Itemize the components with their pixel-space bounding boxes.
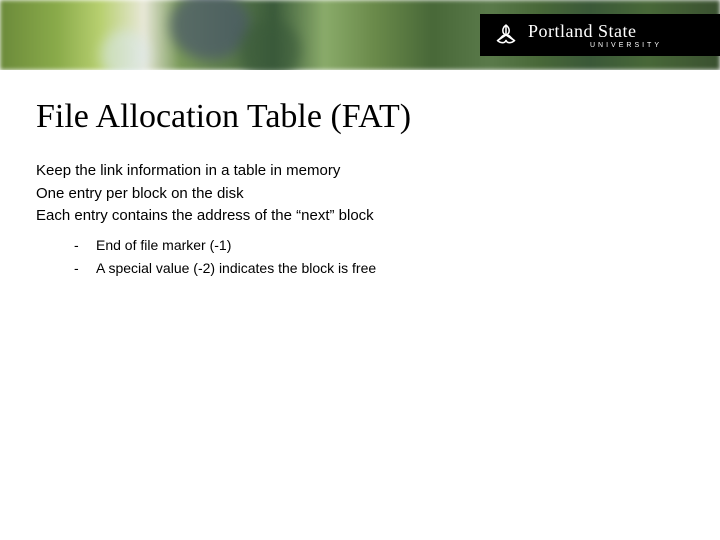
bullet-dash-icon: - <box>74 257 82 281</box>
header-banner: Portland State UNIVERSITY <box>0 0 720 70</box>
body-line: Each entry contains the address of the “… <box>36 205 684 228</box>
list-item-text: End of file marker (-1) <box>96 234 231 258</box>
slide-title: File Allocation Table (FAT) <box>36 98 684 136</box>
university-logo: Portland State UNIVERSITY <box>480 14 720 56</box>
list-item: - End of file marker (-1) <box>74 234 684 258</box>
sub-list: - End of file marker (-1) - A special va… <box>36 234 684 282</box>
bullet-dash-icon: - <box>74 234 82 258</box>
logo-main-text: Portland State <box>528 22 662 40</box>
logo-text: Portland State UNIVERSITY <box>528 22 662 49</box>
list-item: - A special value (-2) indicates the blo… <box>74 257 684 281</box>
logo-mark-icon <box>492 21 520 49</box>
list-item-text: A special value (-2) indicates the block… <box>96 257 376 281</box>
body-text: Keep the link information in a table in … <box>36 160 684 228</box>
logo-sub-text: UNIVERSITY <box>590 42 662 49</box>
body-line: Keep the link information in a table in … <box>36 160 684 183</box>
body-line: One entry per block on the disk <box>36 183 684 206</box>
slide-content: File Allocation Table (FAT) Keep the lin… <box>0 70 720 281</box>
